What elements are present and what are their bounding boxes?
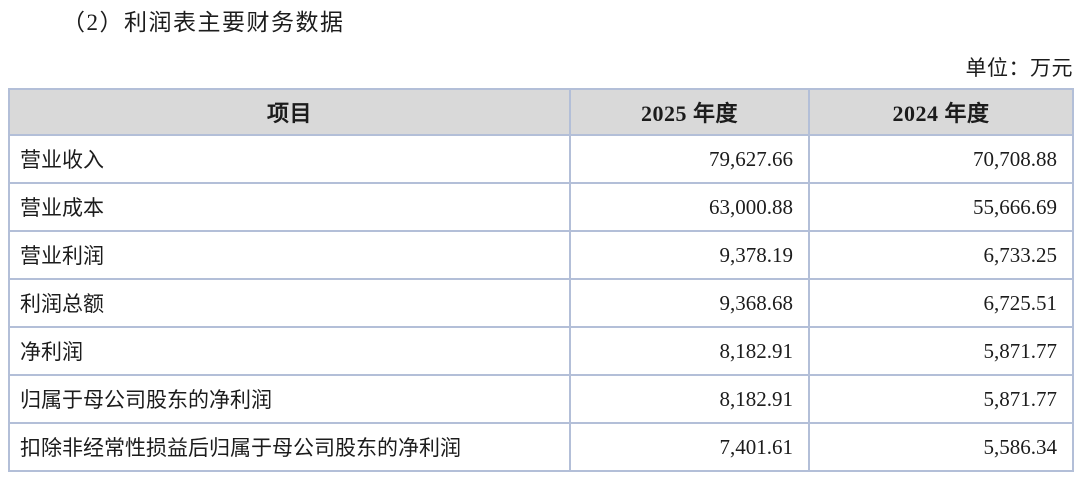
table-row: 净利润 8,182.91 5,871.77 xyxy=(8,326,1074,376)
value-2024-cell: 6,733.25 xyxy=(808,230,1074,280)
item-cell: 净利润 xyxy=(8,326,571,376)
value-2025-cell: 8,182.91 xyxy=(569,326,810,376)
item-cell: 营业成本 xyxy=(8,182,571,232)
table-row: 营业收入 79,627.66 70,708.88 xyxy=(8,134,1074,184)
value-2024-cell: 70,708.88 xyxy=(808,134,1074,184)
value-2025-cell: 7,401.61 xyxy=(569,422,810,472)
value-2024-cell: 5,871.77 xyxy=(808,374,1074,424)
value-2025-cell: 9,368.68 xyxy=(569,278,810,328)
table-row: 扣除非经常性损益后归属于母公司股东的净利润 7,401.61 5,586.34 xyxy=(8,422,1074,472)
table-row: 利润总额 9,368.68 6,725.51 xyxy=(8,278,1074,328)
value-2025-cell: 9,378.19 xyxy=(569,230,810,280)
value-2024-cell: 55,666.69 xyxy=(808,182,1074,232)
item-cell: 利润总额 xyxy=(8,278,571,328)
value-2025-cell: 63,000.88 xyxy=(569,182,810,232)
table-row: 归属于母公司股东的净利润 8,182.91 5,871.77 xyxy=(8,374,1074,424)
section-title: （2）利润表主要财务数据 xyxy=(62,10,345,35)
table-header-row: 项目 2025 年度 2024 年度 xyxy=(8,88,1074,136)
value-2024-cell: 5,871.77 xyxy=(808,326,1074,376)
item-cell: 扣除非经常性损益后归属于母公司股东的净利润 xyxy=(8,422,571,472)
value-2024-cell: 6,725.51 xyxy=(808,278,1074,328)
table-row: 营业成本 63,000.88 55,666.69 xyxy=(8,182,1074,232)
value-2024-cell: 5,586.34 xyxy=(808,422,1074,472)
unit-label: 单位：万元 xyxy=(965,56,1073,80)
value-2025-cell: 8,182.91 xyxy=(569,374,810,424)
item-cell: 归属于母公司股东的净利润 xyxy=(8,374,571,424)
item-cell: 营业收入 xyxy=(8,134,571,184)
column-header-2024: 2024 年度 xyxy=(808,88,1074,136)
income-statement-table: 项目 2025 年度 2024 年度 营业收入 79,627.66 70,708… xyxy=(8,88,1074,472)
value-2025-cell: 79,627.66 xyxy=(569,134,810,184)
column-header-item: 项目 xyxy=(8,88,571,136)
table-row: 营业利润 9,378.19 6,733.25 xyxy=(8,230,1074,280)
item-cell: 营业利润 xyxy=(8,230,571,280)
column-header-2025: 2025 年度 xyxy=(569,88,810,136)
